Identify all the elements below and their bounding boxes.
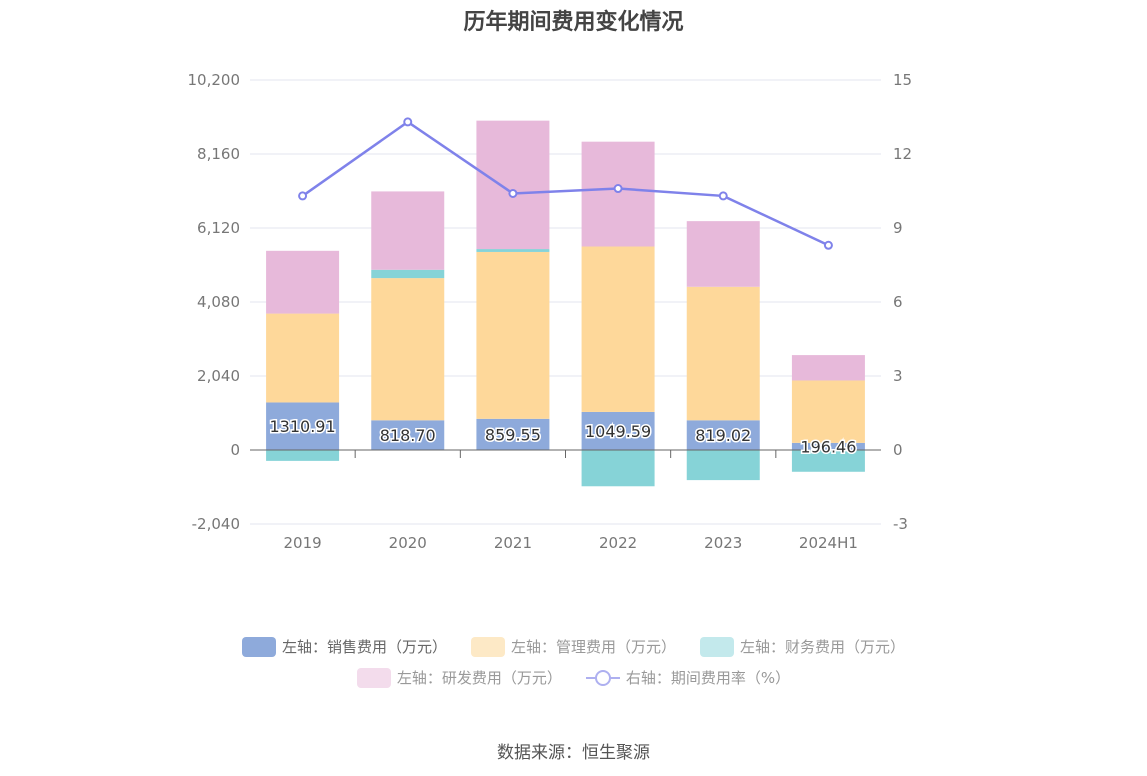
y-left-tick-label: 6,120 [197, 219, 240, 237]
x-tick-label: 2021 [494, 534, 532, 552]
y-left-tick-label: -2,040 [192, 515, 240, 533]
legend-swatch-sales [241, 636, 276, 657]
bar-rd [686, 221, 760, 287]
legend-label-rd: 左轴：研发费用（万元） [396, 669, 562, 687]
chart-canvas: -2,040 -3 0 0 2,040 3 4,080 6 6,120 9 8,160 12 10,20… [188, 71, 913, 552]
legend-item-admin[interactable]: 左轴：管理费用（万元） [470, 636, 676, 657]
bar-rd [266, 250, 340, 314]
y-left-tick-label: 0 [230, 441, 240, 459]
bar-admin [791, 380, 865, 443]
legend-swatch-finance [700, 636, 734, 657]
bar-admin [371, 278, 445, 421]
bar-rd [791, 355, 865, 381]
data-label: 1310.91 [269, 417, 335, 436]
y-left-tick-label: 4,080 [197, 293, 240, 311]
data-label: 196.46 [800, 437, 856, 456]
bar-sales [686, 420, 760, 450]
rate-point [718, 191, 728, 201]
bar-rd [476, 120, 550, 250]
bar-sales [266, 402, 340, 450]
y-right-tick-label: 6 [893, 293, 903, 311]
data-label: 819.02 [695, 426, 751, 445]
x-tick-label: 2020 [389, 534, 427, 552]
data-label: 818.70 [380, 426, 436, 445]
legend-swatch-admin [470, 636, 505, 657]
bar-rd [581, 141, 655, 247]
rate-line [301, 120, 829, 247]
x-tick-label: 2023 [704, 534, 742, 552]
y-right-tick-label: 0 [893, 441, 903, 459]
x-tick-label: 2022 [599, 534, 637, 552]
rate-point [508, 188, 518, 198]
legend-label-finance: 左轴：财务费用（万元） [740, 638, 906, 656]
y-left-tick-label: 10,200 [188, 71, 241, 89]
legend-item-rate[interactable]: 右轴：期间费用率（%） [585, 667, 791, 688]
bar-finance [686, 450, 760, 481]
bar-finance [476, 249, 550, 252]
chart-title: 历年期间费用变化情况 [463, 10, 684, 35]
legend-swatch-rd [356, 667, 391, 688]
bar-sales [371, 420, 445, 450]
bar-admin [266, 313, 340, 403]
bar-sales [791, 442, 865, 450]
source-note: 数据来源：恒生聚源 [497, 743, 650, 763]
x-tick-label: 2019 [283, 534, 321, 552]
y-left-tick-label: 8,160 [197, 145, 240, 163]
y-right-tick-label: -3 [893, 515, 908, 533]
legend-label-rate: 右轴：期间费用率（%） [625, 669, 791, 687]
bar-sales [476, 418, 550, 450]
legend: 左轴：销售费用（万元） 左轴：管理费用（万元） 左轴：财务费用（万元） 左轴：研… [0, 636, 1147, 698]
data-label: 859.55 [485, 425, 541, 444]
bar-finance [791, 450, 865, 472]
legend-label-admin: 左轴：管理费用（万元） [510, 638, 676, 656]
x-tick-label: 2024H1 [799, 534, 858, 552]
y-right-tick-label: 12 [893, 145, 912, 163]
data-label: 1049.59 [585, 422, 651, 441]
legend-label-sales: 左轴：销售费用（万元） [281, 638, 447, 656]
y-left-tick-label: 2,040 [197, 367, 240, 385]
rate-point [613, 184, 623, 194]
bar-finance [581, 450, 655, 487]
bar-admin [581, 246, 655, 412]
legend-item-sales[interactable]: 左轴：销售费用（万元） [241, 636, 447, 657]
legend-item-rd[interactable]: 左轴：研发费用（万元） [356, 667, 562, 688]
y-right-tick-label: 3 [893, 367, 903, 385]
bar-sales [581, 411, 655, 450]
bar-admin [476, 251, 550, 419]
legend-swatch-rate [585, 668, 620, 688]
y-right-tick-label: 9 [893, 219, 903, 237]
bar-finance [371, 269, 445, 279]
rate-point [403, 117, 413, 127]
bar-finance [266, 450, 340, 461]
legend-item-finance[interactable]: 左轴：财务费用（万元） [700, 636, 905, 657]
rate-point [823, 240, 833, 250]
rate-point [298, 191, 308, 201]
bar-rd [371, 191, 445, 270]
y-right-tick-label: 15 [893, 71, 912, 89]
bar-admin [686, 286, 760, 421]
